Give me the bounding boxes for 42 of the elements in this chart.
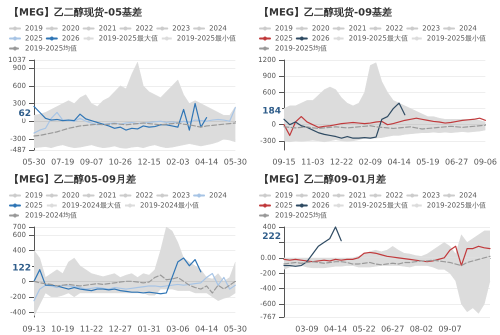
x-tick-label: 06-27 — [381, 324, 404, 334]
x-tick-label: 05-30 — [224, 158, 247, 166]
x-tick-label: 09-07 — [438, 324, 462, 334]
x-tick-label: 03-06 — [166, 324, 190, 334]
x-tick-label: 05-30 — [22, 158, 46, 166]
x-tick-label: 09-15 — [272, 158, 296, 166]
x-tick-label: 10-19 — [51, 324, 74, 334]
x-tick-label: 06-27 — [444, 158, 468, 166]
line-series — [283, 226, 342, 267]
x-tick-label: 02-09 — [358, 158, 382, 166]
line-series — [33, 102, 208, 131]
text: 222 — [262, 232, 281, 242]
x-tick-label: 09-13 — [22, 324, 46, 334]
x-tick-label: 12-22 — [330, 158, 354, 166]
chart-title: 【MEG】乙二醇09-01月差 — [259, 174, 386, 186]
text: 122 — [12, 263, 31, 274]
x-tick-label: 08-02 — [410, 324, 433, 334]
x-tick-label: 04-14 — [194, 324, 218, 334]
x-tick-label: 09-07 — [80, 158, 104, 166]
x-tick-label: 05-22 — [352, 324, 376, 334]
text: 184 — [262, 106, 281, 116]
line-series — [283, 102, 406, 139]
x-tick-label: 02-03 — [166, 158, 190, 166]
x-tick-label: 05-30 — [224, 324, 247, 334]
x-tick-label: 04-14 — [194, 158, 218, 166]
text: 62 — [18, 109, 31, 120]
chart-title: 【MEG】乙二醇05-09月差 — [9, 174, 136, 186]
line-series — [33, 257, 202, 294]
x-tick-label: 12-27 — [108, 324, 132, 334]
x-tick-label: 04-14 — [324, 324, 348, 334]
x-tick-label: 09-06 — [474, 158, 497, 166]
chart-title: 【MEG】乙二醇现货-05基差 — [9, 6, 142, 18]
x-tick-label: 10-26 — [108, 158, 132, 166]
chart-title: 【MEG】乙二醇现货-09基差 — [259, 6, 392, 18]
x-tick-label: 11-22 — [80, 324, 104, 334]
x-tick-label: 03-09 — [295, 324, 319, 334]
x-tick-label: 07-19 — [51, 158, 74, 166]
x-tick-label: 12-15 — [137, 158, 161, 166]
x-tick-label: 05-19 — [416, 158, 440, 166]
x-tick-label: 01-31 — [137, 324, 161, 334]
x-tick-label: 04-14 — [387, 158, 411, 166]
x-tick-label: 11-03 — [301, 158, 324, 166]
